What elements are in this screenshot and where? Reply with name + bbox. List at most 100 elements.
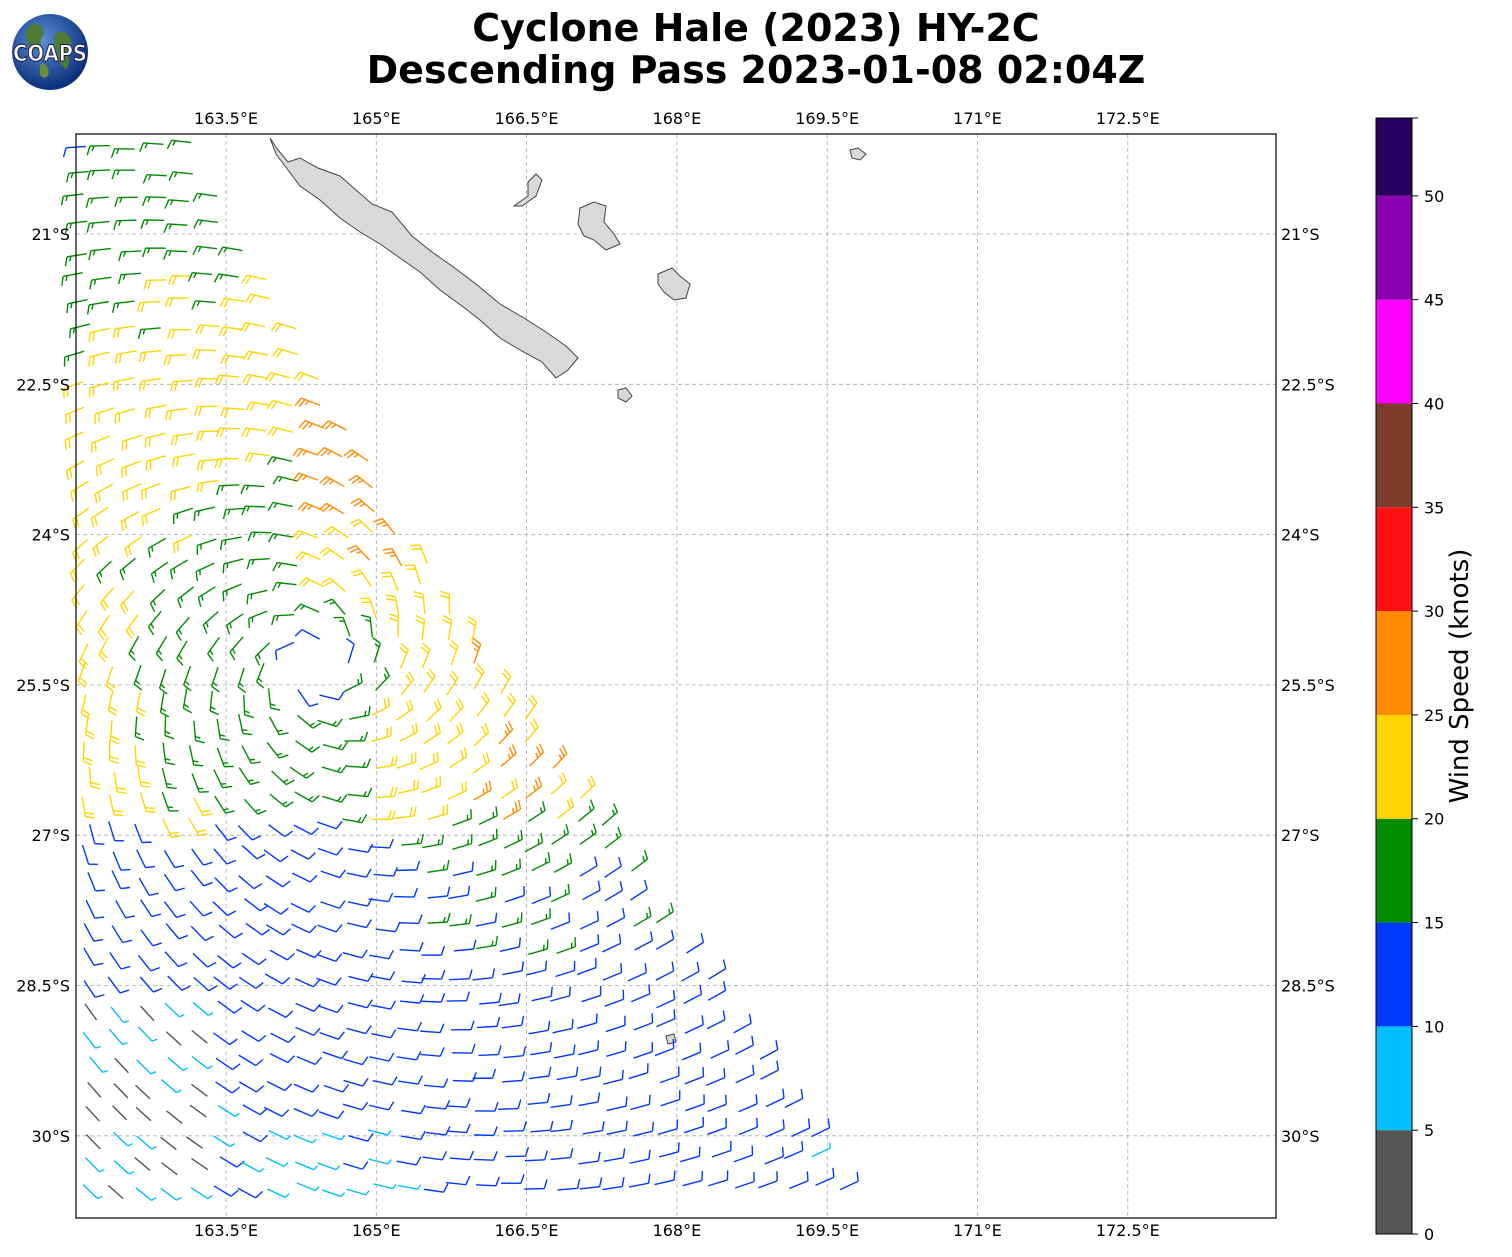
wind-barb [191,848,213,866]
wind-barb [81,844,99,865]
wind-barb [399,642,409,669]
wind-barb [141,482,161,500]
wind-barb [530,908,551,926]
wind-barb [125,614,139,639]
lat-tick-label-left: 27°S [31,826,70,845]
wind-barb [214,824,237,842]
wind-barb [294,791,320,803]
wind-barb [267,1007,294,1018]
wind-barb [222,583,242,602]
wind-barb [138,877,159,896]
wind-barb [161,767,177,790]
wind-barb [167,1056,189,1072]
wind-barb [191,773,209,793]
wind-barb [738,1094,758,1113]
lat-tick-label-right: 24°S [1281,526,1320,545]
wind-barb [84,1157,105,1173]
wind-barb [759,1040,779,1060]
wind-barb [582,1121,605,1135]
wind-barb [501,912,523,928]
wind-barb [343,1161,369,1170]
wind-barb [317,446,343,458]
wind-barb [348,972,374,982]
wind-barb [196,479,219,493]
wind-barb [706,1010,726,1030]
wind-barb [321,577,346,592]
wind-barb [579,1177,603,1190]
wind-barb [216,718,230,742]
wind-barb [85,1105,100,1122]
wind-barb [405,564,422,585]
lat-tick-label-left: 22.5°S [16,375,70,394]
wind-barb [530,1042,553,1056]
wind-barb [293,1134,317,1144]
wind-barb [400,671,415,696]
wind-barb [218,924,243,939]
wind-barb [735,1064,755,1084]
colorbar-tick-label: 15 [1424,914,1444,933]
wind-barb [734,1172,755,1189]
wind-barb [105,666,116,693]
wind-barb [343,673,363,693]
wind-barb [760,1060,780,1080]
wind-barb [290,849,316,860]
wind-barb [371,726,392,743]
wind-barb [419,751,439,771]
wind-barb [139,142,164,153]
wind-barb [451,1043,476,1054]
wind-barb [99,587,115,612]
wind-barb [98,636,109,663]
wind-barb [550,883,571,903]
wind-barb [296,1056,323,1066]
wind-barb [135,691,146,717]
wind-barb [498,720,514,745]
wind-barb [193,219,219,229]
wind-barb [163,354,187,365]
wind-barb [385,594,400,617]
wind-barb [254,642,271,666]
wind-barb [320,900,346,909]
wind-barb [397,1021,423,1032]
wind-barb [170,432,194,446]
wind-barb [96,560,112,584]
wind-barb [500,1174,525,1185]
wind-barb [188,745,204,767]
wind-barb [381,571,399,592]
wind-barb [602,963,623,981]
wind-barb [578,799,595,822]
wind-barb [447,722,464,745]
wind-barb [604,989,625,1007]
wind-barb [112,300,135,313]
wind-barb [137,954,161,972]
wind-barb [160,1136,177,1151]
wind-barb [389,613,400,638]
wind-barb [660,1090,681,1107]
wind-barb [241,745,261,765]
wind-barb [343,1056,369,1066]
lat-tick-label-right: 22.5°S [1281,375,1335,394]
colorbar-tick-label: 45 [1424,291,1444,310]
colorbar-tick-label: 5 [1424,1121,1434,1140]
wind-barb [166,139,192,150]
wind-barb [531,986,553,1002]
wind-barb [606,1096,628,1112]
wind-barb [164,715,175,740]
wind-barb [121,434,143,451]
wind-barb [372,637,382,663]
wind-barb [160,1187,182,1201]
wind-barb [446,1123,471,1134]
wind-barb [346,919,372,929]
wind-barb [577,1013,598,1029]
wind-barb [190,1187,213,1200]
wind-barb [318,1004,344,1014]
wind-barb [161,791,179,812]
wind-barb [147,537,167,558]
wind-barb [683,984,703,1005]
wind-barb [292,447,319,458]
wind-barb [316,953,343,962]
colorbar-bin [1376,507,1412,612]
wind-barb [321,420,347,431]
wind-barb [605,1015,626,1033]
lat-tick-label-right: 27°S [1281,826,1320,845]
